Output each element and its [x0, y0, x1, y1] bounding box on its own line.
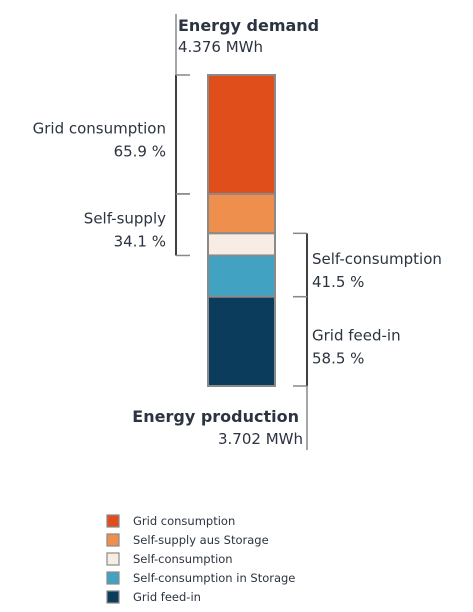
legend-label-self-consumption-in-storage: Self-consumption in Storage — [133, 571, 295, 585]
bracket-label-self-supply: Self-supply — [84, 210, 166, 228]
legend-label-grid-consumption: Grid consumption — [133, 514, 235, 528]
bar-segment-grid-consumption — [207, 74, 276, 195]
legend-swatch-grid-feed-in — [106, 590, 120, 604]
production-value: 3.702 MWh — [218, 430, 303, 448]
legend-label-grid-feed-in: Grid feed-in — [133, 590, 201, 604]
legend-swatch-self-consumption-in-storage — [106, 571, 120, 585]
legend-swatch-self-supply-aus-storage — [106, 533, 120, 547]
bar-segment-self-supply-aus-storage — [207, 192, 276, 235]
legend-label-self-consumption: Self-consumption — [133, 552, 233, 566]
legend-swatch-self-consumption — [106, 552, 120, 566]
bracket-value-self-supply: 34.1 % — [114, 233, 166, 251]
demand-title: Energy demand — [178, 16, 319, 35]
bracket-label-grid-feed-in: Grid feed-in — [312, 326, 401, 344]
bracket-label-self-consumption: Self-consumption — [312, 250, 442, 268]
bracket-label-grid-consumption: Grid consumption — [33, 119, 166, 137]
bracket-value-grid-consumption: 65.9 % — [114, 142, 166, 160]
production-title: Energy production — [132, 407, 299, 426]
bar-segment-self-consumption-in-storage — [207, 254, 276, 298]
bar-segment-grid-feed-in — [207, 295, 276, 387]
demand-value: 4.376 MWh — [178, 38, 263, 56]
legend-label-self-supply-aus-storage: Self-supply aus Storage — [133, 533, 269, 547]
bracket-value-grid-feed-in: 58.5 % — [312, 349, 364, 367]
bracket-value-self-consumption: 41.5 % — [312, 273, 364, 291]
legend-swatch-grid-consumption — [106, 514, 120, 528]
bar-segment-self-consumption — [207, 232, 276, 257]
